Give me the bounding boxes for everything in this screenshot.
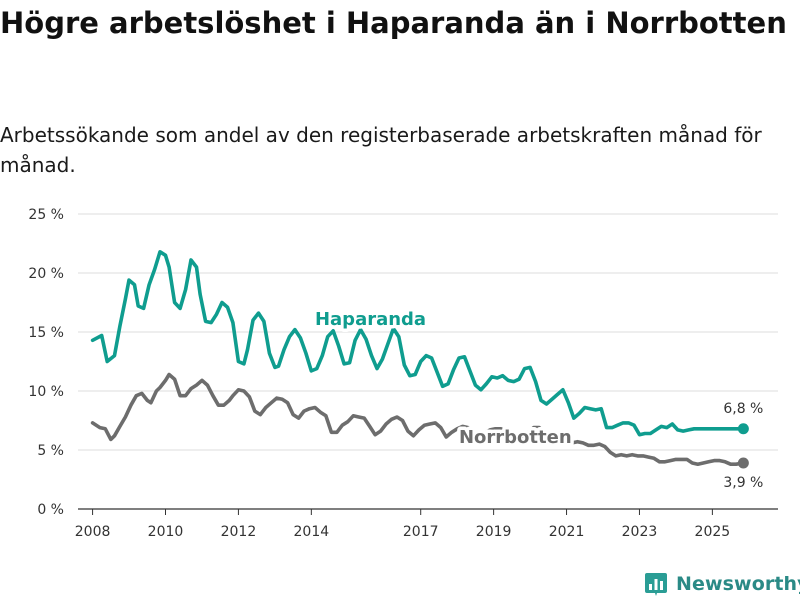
y-tick-label: 10 % bbox=[28, 384, 64, 400]
x-tick-label: 2012 bbox=[221, 524, 257, 540]
x-tick-label: 2008 bbox=[75, 524, 111, 540]
series-label-haparanda: Haparanda bbox=[315, 309, 426, 330]
series-end-point-norrbotten bbox=[737, 457, 749, 469]
newsworthy-logo: Newsworthy bbox=[644, 570, 800, 598]
series-label-norrbotten: Norrbotten bbox=[459, 427, 572, 448]
series-labels: Haparanda Norrbotten 6,8 % 3,9 % bbox=[311, 305, 763, 491]
y-tick-label: 5 % bbox=[37, 443, 64, 459]
end-value-label-norrbotten: 3,9 % bbox=[723, 475, 763, 491]
series-end-point-haparanda bbox=[737, 423, 749, 435]
y-axis: 0 % 5 % 10 % 15 % 20 % 25 % bbox=[28, 207, 64, 518]
newsworthy-logo-icon bbox=[645, 573, 667, 596]
x-tick-label: 2010 bbox=[148, 524, 184, 540]
x-tick-label: 2025 bbox=[695, 524, 731, 540]
x-tick-label: 2023 bbox=[622, 524, 658, 540]
x-tick-label: 2014 bbox=[294, 524, 330, 540]
y-tick-label: 0 % bbox=[37, 502, 64, 518]
series-lines bbox=[90, 250, 749, 469]
chart-subtitle: Arbetssökande som andel av den registerb… bbox=[0, 123, 762, 177]
series-line-haparanda bbox=[90, 250, 746, 437]
x-tick-label: 2019 bbox=[476, 524, 512, 540]
y-tick-label: 25 % bbox=[28, 207, 64, 223]
end-value-label-haparanda: 6,8 % bbox=[723, 401, 763, 417]
x-tick-label: 2021 bbox=[549, 524, 585, 540]
chart-title: Högre arbetslöshet i Haparanda än i Norr… bbox=[0, 6, 787, 40]
y-tick-label: 15 % bbox=[28, 325, 64, 341]
y-gridlines bbox=[78, 213, 778, 510]
series-line-norrbotten bbox=[90, 372, 746, 466]
newsworthy-logo-text: Newsworthy bbox=[676, 573, 800, 595]
x-tick-label: 2017 bbox=[403, 524, 439, 540]
line-chart: 0 %5 %10 %15 %20 %25 % 2008 2010 2012 2014 2… bbox=[28, 207, 778, 540]
y-tick-label: 20 % bbox=[28, 266, 64, 282]
x-axis: 2008 2010 2012 2014 2017 2019 2021 2023 2025 bbox=[75, 509, 730, 540]
